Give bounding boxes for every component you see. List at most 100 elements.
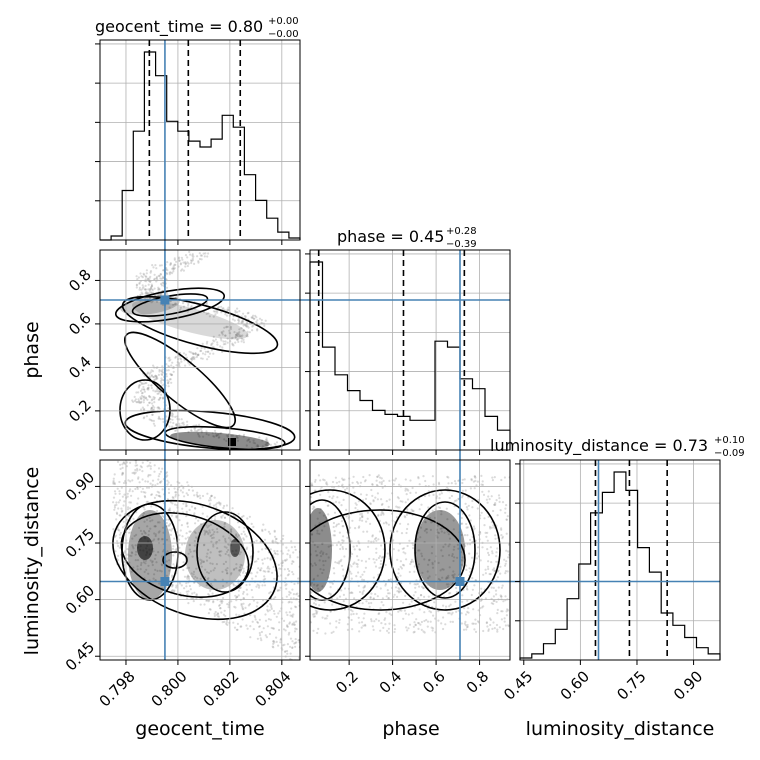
sample-point: [266, 442, 269, 445]
sample-point: [195, 593, 198, 596]
sample-point: [351, 591, 354, 595]
sample-point: [193, 539, 196, 543]
sample-point: [178, 418, 181, 421]
sample-point: [143, 390, 146, 393]
sample-point: [201, 505, 204, 508]
sample-point: [491, 550, 494, 553]
sample-point: [476, 552, 479, 555]
sample-point: [454, 482, 457, 485]
sample-point: [487, 495, 490, 498]
sample-point: [452, 548, 455, 551]
sample-point: [288, 611, 291, 614]
sample-point: [494, 537, 497, 540]
sample-point: [259, 540, 262, 543]
sample-point: [488, 572, 491, 576]
sample-point: [491, 479, 494, 482]
sample-point: [276, 589, 279, 592]
sample-point: [216, 343, 219, 346]
sample-point: [255, 605, 258, 608]
sample-point: [496, 628, 499, 631]
sample-point: [148, 292, 151, 295]
sample-point: [286, 643, 289, 646]
sample-point: [250, 316, 253, 319]
sample-point: [178, 519, 181, 522]
sample-point: [238, 333, 241, 336]
sample-point: [138, 401, 141, 404]
sample-point: [381, 486, 384, 489]
sample-point: [165, 521, 168, 525]
sample-point: [291, 588, 294, 591]
sample-point: [220, 550, 223, 553]
sample-point: [361, 591, 364, 594]
sample-point: [200, 431, 203, 434]
sample-point: [468, 567, 471, 570]
sample-point: [123, 462, 127, 465]
sample-point: [156, 490, 159, 493]
sample-point: [256, 319, 259, 322]
x-tick-label: 0.6: [419, 667, 449, 697]
sample-point: [161, 397, 165, 400]
sample-point: [362, 530, 365, 533]
sample-point: [358, 621, 361, 624]
sample-point: [283, 559, 286, 562]
sample-point: [126, 495, 129, 498]
sample-point: [247, 311, 250, 314]
sample-point: [255, 539, 258, 542]
sample-point: [328, 592, 331, 595]
sample-point: [342, 539, 345, 543]
sample-point: [503, 558, 506, 561]
sample-point: [197, 261, 200, 264]
sample-point: [401, 500, 404, 503]
sample-point: [457, 512, 460, 516]
sample-point: [325, 482, 328, 485]
sample-point: [138, 288, 141, 291]
sample-point: [272, 565, 275, 569]
sample-point: [197, 432, 200, 435]
sample-point: [242, 592, 245, 595]
sample-point: [149, 559, 152, 562]
sample-point: [171, 413, 174, 416]
sample-point: [172, 563, 175, 566]
sample-point: [161, 370, 164, 373]
sample-point: [322, 551, 325, 554]
sample-point: [317, 474, 320, 477]
sample-point: [452, 574, 455, 577]
sample-point: [232, 568, 236, 571]
sample-point: [199, 349, 202, 353]
sample-point: [294, 605, 297, 608]
sample-point: [251, 596, 254, 599]
sample-point: [213, 340, 216, 343]
sample-point: [150, 286, 153, 289]
sample-point: [264, 443, 267, 446]
sample-point: [220, 515, 223, 518]
sample-point: [187, 602, 190, 605]
sample-point: [202, 544, 206, 547]
sample-point: [191, 592, 194, 595]
sample-point: [494, 503, 497, 506]
sample-point: [406, 488, 409, 491]
sample-point: [233, 331, 236, 334]
sample-point: [151, 404, 155, 407]
sample-point: [493, 503, 496, 506]
sample-point: [225, 326, 228, 329]
sample-point: [487, 515, 490, 519]
sample-point: [190, 260, 193, 263]
sample-point: [412, 544, 415, 547]
sample-point: [205, 303, 208, 306]
sample-point: [200, 346, 203, 350]
sample-point: [146, 465, 149, 468]
sample-point: [261, 439, 264, 442]
sample-point: [221, 350, 224, 353]
sample-point: [256, 583, 259, 586]
sample-point: [379, 562, 382, 566]
sample-point: [185, 504, 188, 507]
sample-point: [277, 644, 280, 647]
sample-point: [447, 482, 450, 485]
sample-point: [451, 554, 454, 558]
sample-point: [237, 512, 240, 515]
sample-point: [115, 511, 118, 514]
sample-point: [450, 494, 453, 498]
sample-point: [169, 262, 172, 265]
sample-point: [115, 503, 118, 506]
sample-point: [199, 562, 202, 565]
